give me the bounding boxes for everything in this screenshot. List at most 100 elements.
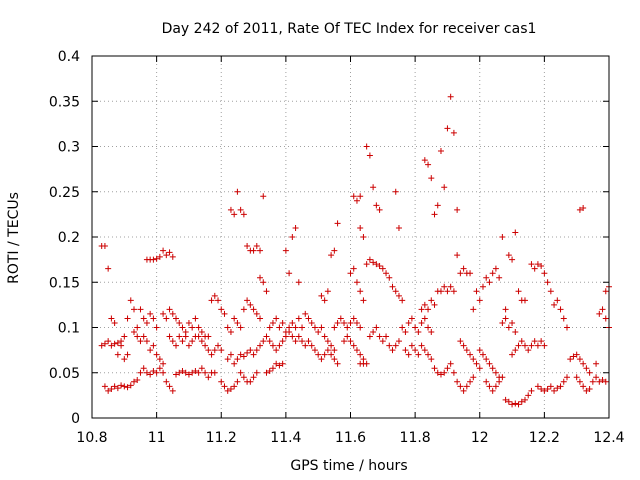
data-point [153, 351, 160, 358]
data-point [363, 360, 370, 367]
data-point [557, 383, 564, 390]
data-point [156, 356, 163, 363]
data-point [202, 342, 209, 349]
data-point [389, 347, 396, 354]
data-point [244, 297, 251, 304]
data-point [421, 315, 428, 322]
data-points [98, 93, 612, 408]
data-point [589, 378, 596, 385]
data-point [108, 315, 115, 322]
y-tick-label: 0 [71, 411, 80, 427]
data-point [169, 338, 176, 345]
data-point [215, 297, 222, 304]
data-point [328, 351, 335, 358]
data-point [334, 360, 341, 367]
data-point [431, 211, 438, 218]
data-point [479, 283, 486, 290]
data-point [567, 356, 574, 363]
data-point [302, 342, 309, 349]
data-point [114, 385, 121, 392]
data-point [202, 369, 209, 376]
data-point [489, 365, 496, 372]
data-point [447, 93, 454, 100]
data-point [124, 315, 131, 322]
data-point [379, 338, 386, 345]
data-point [176, 319, 183, 326]
data-point [441, 283, 448, 290]
data-point [237, 369, 244, 376]
data-point [437, 288, 444, 295]
data-point [289, 234, 296, 240]
data-point [221, 383, 228, 390]
data-point [121, 333, 128, 340]
data-point [208, 351, 215, 358]
data-point [224, 356, 231, 363]
data-point [318, 292, 325, 299]
data-point [337, 315, 344, 322]
data-point [140, 315, 147, 322]
data-point [101, 383, 108, 390]
data-point [463, 347, 470, 354]
data-point [299, 324, 306, 331]
data-point [353, 347, 360, 354]
data-point [321, 297, 328, 304]
data-point [541, 387, 548, 394]
x-tick-label: 12.4 [593, 430, 624, 446]
data-point [399, 324, 406, 331]
y-tick-label: 0.1 [58, 321, 80, 337]
data-point [502, 315, 509, 322]
data-point [512, 400, 519, 407]
data-point [350, 265, 357, 272]
data-point [563, 374, 570, 381]
data-point [231, 315, 238, 322]
data-point [353, 197, 360, 204]
data-point [528, 261, 535, 268]
data-point [580, 205, 587, 212]
data-point [160, 360, 167, 367]
data-point [370, 329, 377, 336]
y-tick-label: 0.4 [58, 49, 80, 65]
data-point [121, 356, 128, 363]
data-point [286, 329, 293, 336]
data-point [269, 319, 276, 326]
data-point [140, 365, 147, 372]
data-point [576, 356, 583, 363]
data-point [395, 224, 402, 231]
data-point [357, 224, 364, 231]
data-point [570, 353, 577, 360]
data-point [467, 351, 474, 358]
data-point [593, 374, 600, 381]
data-point [160, 369, 167, 376]
data-point [247, 347, 254, 354]
data-point [341, 319, 348, 326]
data-point [198, 338, 205, 345]
data-point [509, 401, 516, 408]
data-point [260, 338, 267, 345]
data-point [505, 398, 512, 405]
data-point [131, 306, 138, 313]
data-point [237, 206, 244, 213]
data-point [315, 329, 322, 336]
data-point [299, 338, 306, 345]
data-point [111, 383, 118, 390]
data-point [502, 306, 509, 313]
data-point [576, 206, 583, 213]
data-point [308, 342, 315, 349]
data-point [276, 362, 283, 369]
data-point [289, 319, 296, 326]
y-tick-label: 0.3 [58, 140, 80, 156]
data-point [131, 378, 138, 385]
data-point [379, 265, 386, 272]
data-point [357, 360, 364, 367]
data-point [156, 253, 163, 260]
data-point [218, 306, 225, 313]
data-point [286, 270, 293, 277]
data-point [257, 247, 264, 254]
data-point [331, 324, 338, 331]
data-point [602, 315, 609, 322]
data-point [395, 292, 402, 299]
data-point [528, 342, 535, 349]
data-point [173, 315, 180, 322]
data-point [509, 351, 516, 358]
